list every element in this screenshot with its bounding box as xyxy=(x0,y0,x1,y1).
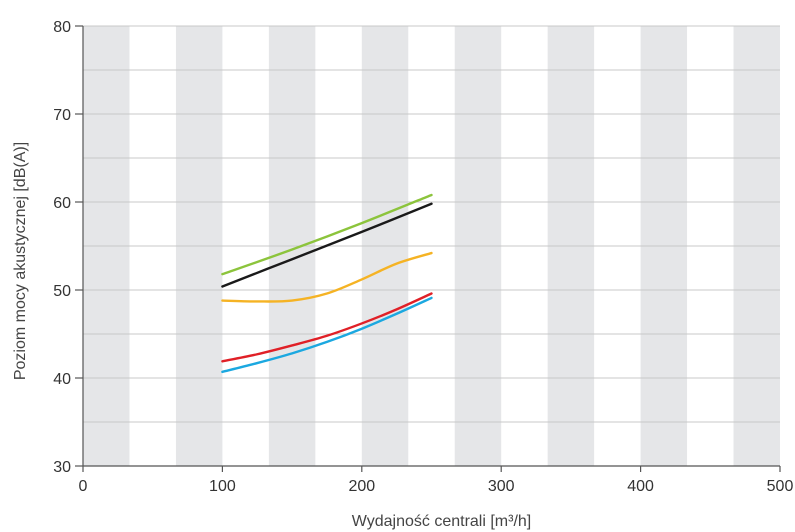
y-tick-label: 80 xyxy=(53,19,71,36)
series-line-2 xyxy=(221,202,433,288)
series-lines xyxy=(221,193,433,374)
x-tick-label: 200 xyxy=(348,478,375,495)
y-tick-label: 60 xyxy=(53,195,71,212)
tick-labels: 0 100 200 300 400 500 30 40 50 60 70 80 xyxy=(53,19,793,495)
series-line-5 xyxy=(221,296,433,374)
series-line-1 xyxy=(221,193,433,276)
y-tick-label: 30 xyxy=(53,459,71,476)
y-tick-label: 70 xyxy=(53,107,71,124)
x-tick-label: 0 xyxy=(79,478,88,495)
axes xyxy=(75,25,781,472)
series-line-3 xyxy=(221,251,433,303)
x-axis-label: Wydajność centrali [m³/h] xyxy=(352,513,531,530)
series-line-4 xyxy=(221,292,433,363)
y-tick-label: 40 xyxy=(53,371,71,388)
x-tick-label: 100 xyxy=(209,478,236,495)
y-tick-label: 50 xyxy=(53,283,71,300)
gridlines xyxy=(83,25,780,423)
x-tick-label: 400 xyxy=(627,478,654,495)
x-tick-label: 500 xyxy=(767,478,794,495)
y-axis-label: Poziom mocy akustycznej [dB(A)] xyxy=(12,142,29,380)
x-tick-label: 300 xyxy=(488,478,515,495)
